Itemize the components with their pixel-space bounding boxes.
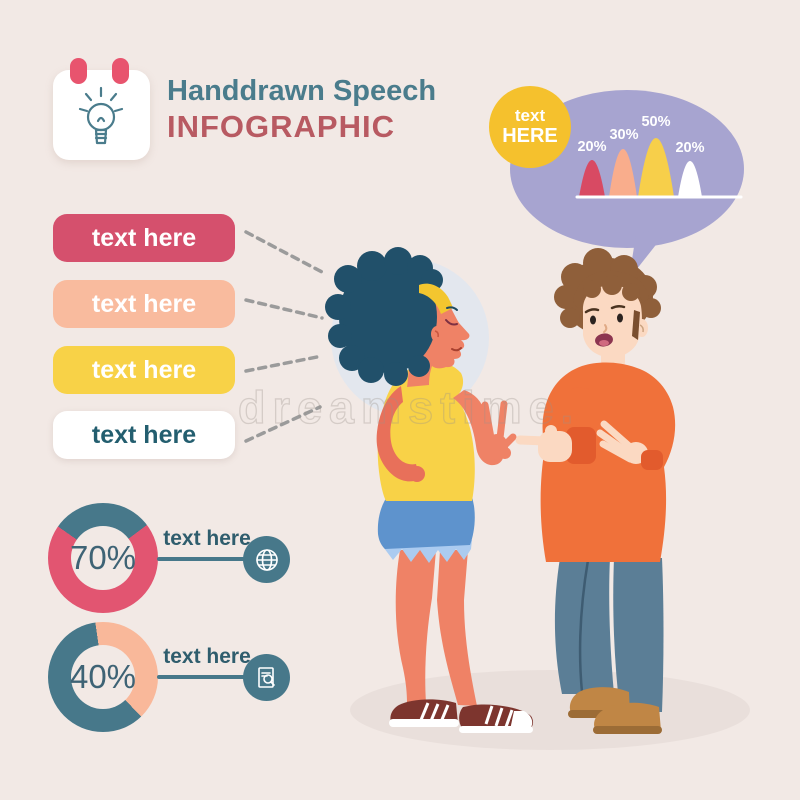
cone-label: 20%	[675, 140, 704, 156]
calendar-tab-right	[112, 58, 129, 84]
woman-illustration	[325, 247, 534, 733]
pill-label-3: text here	[53, 346, 235, 394]
dotted-connectors	[244, 230, 324, 443]
cone-label: 50%	[641, 114, 670, 130]
globe-icon	[255, 548, 278, 571]
header-icon-card	[53, 58, 150, 160]
document-search-icon-badge	[243, 654, 290, 701]
calendar-tab-left	[70, 58, 87, 84]
woman-sneakers	[389, 699, 534, 733]
cone-4	[678, 161, 702, 197]
donut-label: text here	[163, 645, 251, 668]
dotted-connector	[244, 405, 322, 443]
donut-chart-40: 40%	[48, 622, 158, 732]
man-illustration	[515, 248, 676, 734]
cone-2	[609, 149, 637, 197]
pill-text: text here	[91, 355, 197, 384]
pill-text: text here	[91, 420, 197, 449]
cone-label: 30%	[609, 127, 638, 143]
cone-1	[579, 160, 605, 197]
pill-label-4: text here	[53, 411, 235, 459]
dotted-connector	[244, 298, 324, 320]
woman-hair	[325, 247, 443, 386]
donut-value: 40%	[70, 645, 136, 709]
pill-text: text here	[91, 289, 197, 318]
page-title: Handdrawn Speech	[167, 75, 437, 107]
pill-label-2: text here	[53, 280, 235, 328]
bubble-peak-chart: 20% 30% 50% 20%	[575, 114, 743, 199]
page-subtitle: INFOGRAPHIC	[167, 109, 395, 144]
pill-text: text here	[91, 223, 197, 252]
dotted-connector	[244, 230, 324, 274]
connector-line	[157, 557, 247, 561]
text-here-badge: text HERE	[489, 86, 571, 168]
badge-line1: text	[514, 105, 546, 125]
lightbulb-icon	[78, 86, 124, 145]
donut-label: text here	[163, 527, 251, 550]
dotted-connector	[244, 354, 324, 373]
woman-shorts	[377, 494, 475, 549]
cone-3	[638, 138, 674, 197]
globe-icon-badge	[243, 536, 290, 583]
connector-line	[157, 675, 247, 679]
cone-label: 20%	[577, 139, 606, 155]
donut-chart-70: 70%	[48, 503, 158, 613]
pill-label-1: text here	[53, 214, 235, 262]
man-boots	[568, 687, 662, 734]
donut-value: 70%	[70, 526, 136, 590]
badge-line2: HERE	[502, 125, 558, 148]
woman-headband	[419, 283, 453, 314]
document-search-icon	[257, 666, 275, 688]
speech-bubble-tail	[629, 227, 670, 279]
